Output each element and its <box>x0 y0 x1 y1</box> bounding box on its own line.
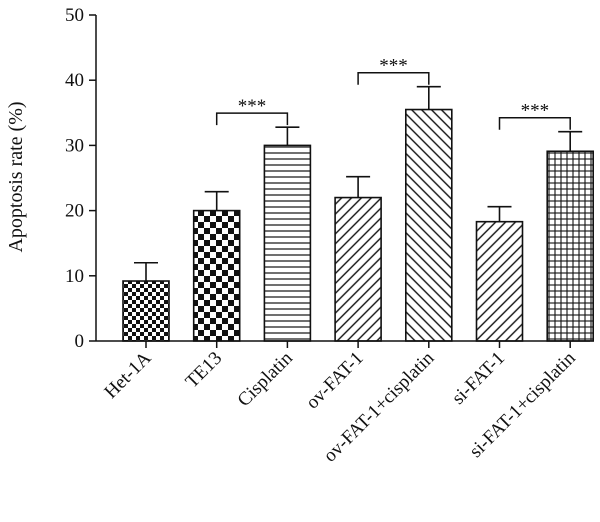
significance-brackets: *** *** *** <box>215 56 571 130</box>
significance-label: *** <box>379 56 408 77</box>
y-tick-label: 0 <box>75 331 85 352</box>
bar <box>404 108 453 342</box>
significance-bracket <box>357 71 430 85</box>
x-tick-label: Cisplatin <box>234 347 298 411</box>
x-tick-label: si-FAT-1 <box>448 348 509 409</box>
error-bars <box>134 85 583 282</box>
bar <box>334 196 382 342</box>
significance-label: *** <box>521 101 550 122</box>
y-tick-label: 50 <box>65 5 84 26</box>
bars <box>122 108 595 342</box>
x-tick-label: Het-1A <box>100 347 155 402</box>
x-tick-label: TE13 <box>182 348 227 393</box>
y-tick-label: 10 <box>65 266 84 287</box>
y-axis: 0 10 20 30 40 50 <box>65 5 97 352</box>
bar <box>546 150 595 342</box>
significance-bracket <box>215 112 289 126</box>
y-tick-label: 20 <box>65 201 84 222</box>
bar <box>192 209 241 342</box>
x-axis: Het-1A TE13 Cisplatin ov-FAT-1ov-FAT-1+cisp… <box>96 340 590 466</box>
x-tick-label: ov-FAT-1 <box>302 348 368 414</box>
y-tick-label: 40 <box>65 70 84 91</box>
significance-label: *** <box>238 96 267 117</box>
y-tick-label: 30 <box>65 135 84 156</box>
y-axis-title: Apoptosis rate (%) <box>5 101 27 252</box>
significance-bracket <box>498 116 571 130</box>
bar <box>122 280 170 342</box>
bar <box>475 220 524 342</box>
bar <box>263 144 312 342</box>
